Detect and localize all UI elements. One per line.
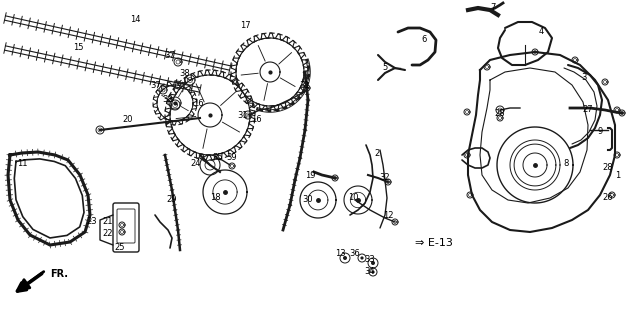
Circle shape	[371, 270, 374, 273]
Text: 3: 3	[581, 73, 587, 82]
Text: 1: 1	[616, 170, 621, 179]
Text: 23: 23	[86, 218, 97, 226]
Text: 29: 29	[167, 196, 177, 204]
Text: 12: 12	[383, 211, 393, 220]
Text: 39: 39	[227, 154, 237, 162]
Text: 31: 31	[237, 110, 248, 120]
Text: 31: 31	[300, 80, 310, 89]
Text: 25: 25	[115, 244, 125, 252]
Text: 33: 33	[365, 255, 376, 265]
Text: 20: 20	[123, 115, 133, 125]
Text: 19: 19	[305, 170, 316, 179]
Text: 6: 6	[421, 36, 427, 45]
Text: 28: 28	[603, 163, 613, 172]
Text: 26: 26	[603, 192, 613, 202]
Text: 34: 34	[365, 267, 375, 276]
Text: ⇒ E-13: ⇒ E-13	[415, 238, 453, 248]
Text: 27: 27	[582, 106, 593, 114]
Text: 18: 18	[210, 193, 220, 203]
Text: 28: 28	[495, 108, 506, 117]
Text: 14: 14	[130, 16, 140, 24]
Text: 16: 16	[251, 115, 261, 125]
Text: 21: 21	[103, 218, 113, 226]
Text: 11: 11	[17, 158, 28, 168]
Text: 22: 22	[103, 229, 113, 238]
Circle shape	[371, 261, 375, 265]
Text: 7: 7	[490, 3, 496, 12]
Text: 5: 5	[382, 64, 388, 73]
Text: 8: 8	[563, 158, 569, 168]
Text: 24: 24	[191, 158, 201, 168]
Text: 13: 13	[335, 248, 346, 258]
Text: 37: 37	[150, 80, 161, 89]
Text: 16: 16	[193, 99, 204, 107]
Text: 36: 36	[349, 248, 360, 258]
Circle shape	[360, 256, 364, 259]
Circle shape	[343, 256, 347, 260]
Text: 17: 17	[240, 20, 250, 30]
Text: 30: 30	[303, 196, 314, 204]
Text: 15: 15	[73, 43, 83, 52]
Text: FR.: FR.	[50, 269, 68, 279]
Text: 9: 9	[597, 128, 603, 136]
Text: 32: 32	[380, 174, 390, 183]
Text: 10: 10	[348, 193, 358, 203]
Text: 37: 37	[164, 51, 175, 59]
Text: 38: 38	[163, 95, 173, 105]
Text: 35: 35	[212, 154, 223, 162]
Text: 4: 4	[538, 27, 543, 37]
Text: 2: 2	[374, 149, 380, 157]
Text: 38: 38	[180, 68, 190, 78]
